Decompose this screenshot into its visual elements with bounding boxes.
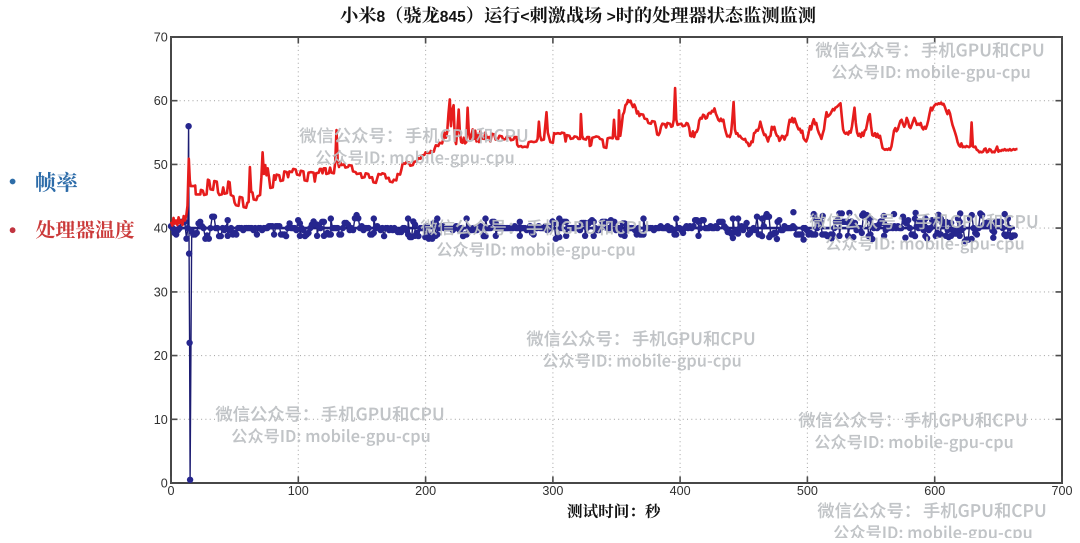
svg-text:40: 40 bbox=[154, 222, 168, 236]
svg-text:0: 0 bbox=[161, 477, 168, 491]
svg-text:700: 700 bbox=[1051, 484, 1072, 498]
svg-text:50: 50 bbox=[154, 158, 168, 172]
svg-text:500: 500 bbox=[797, 484, 818, 498]
svg-text:0: 0 bbox=[167, 484, 174, 498]
svg-text:100: 100 bbox=[288, 484, 309, 498]
svg-text:10: 10 bbox=[154, 413, 168, 427]
svg-text:600: 600 bbox=[924, 484, 945, 498]
svg-text:30: 30 bbox=[154, 285, 168, 299]
svg-text:70: 70 bbox=[154, 31, 168, 45]
svg-text:20: 20 bbox=[154, 349, 168, 363]
svg-text:60: 60 bbox=[154, 94, 168, 108]
svg-text:300: 300 bbox=[542, 484, 563, 498]
svg-text:400: 400 bbox=[670, 484, 691, 498]
svg-text:200: 200 bbox=[415, 484, 436, 498]
